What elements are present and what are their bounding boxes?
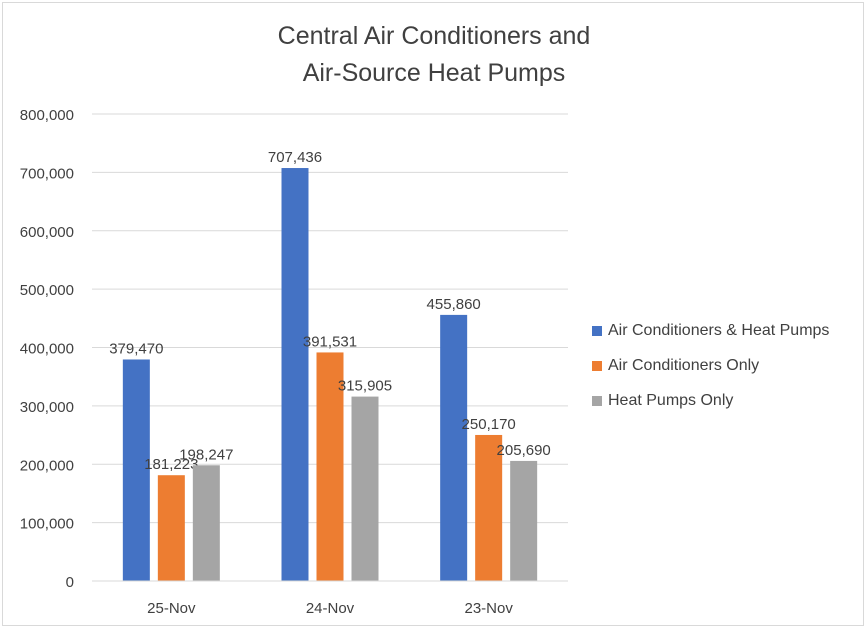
legend-swatch-ac-and-hp: [592, 325, 602, 336]
bar: [122, 359, 150, 581]
y-tick-label: 500,000: [20, 282, 74, 299]
legend-label-ac-only: Air Conditioners Only: [608, 356, 760, 374]
chart-title-line-1: Central Air Conditioners and: [277, 22, 591, 50]
chart-title: Central Air Conditioners and Air-Source …: [120, 18, 748, 92]
bar: [316, 352, 344, 581]
bar: [157, 475, 185, 581]
bar: [192, 465, 220, 581]
data-label: 707,436: [268, 149, 322, 166]
legend-label-hp-only: Heat Pumps Only: [608, 391, 734, 409]
y-tick-label: 100,000: [20, 516, 74, 533]
bar: [281, 168, 309, 581]
x-tick-label: 24-Nov: [306, 600, 355, 617]
legend-item-ac-and-hp: Air Conditioners & Heat Pumps: [592, 313, 829, 348]
y-tick-label: 800,000: [20, 107, 74, 124]
y-tick-label: 300,000: [20, 399, 74, 416]
data-label: 250,170: [462, 416, 516, 433]
x-tick-label: 25-Nov: [147, 600, 196, 617]
data-label: 205,690: [497, 442, 551, 459]
chart-title-line-2: Air-Source Heat Pumps: [302, 59, 566, 87]
x-tick-label: 23-Nov: [464, 600, 513, 617]
legend-swatch-hp-only: [592, 395, 602, 406]
legend-label-ac-and-hp: Air Conditioners & Heat Pumps: [608, 321, 830, 339]
legend-swatch-ac-only: [592, 360, 602, 371]
y-tick-label: 400,000: [20, 341, 74, 358]
data-label: 198,247: [179, 446, 233, 463]
bar: [351, 396, 379, 581]
data-label: 315,905: [338, 378, 392, 395]
bar: [510, 460, 538, 581]
y-tick-label: 700,000: [20, 165, 74, 182]
data-label: 391,531: [303, 333, 357, 350]
bar: [440, 314, 468, 581]
data-label: 181,223: [144, 456, 198, 473]
legend: Air Conditioners & Heat Pumps Air Condit…: [592, 313, 829, 418]
bar: [475, 434, 503, 581]
y-tick-label: 0: [66, 574, 74, 591]
legend-item-hp-only: Heat Pumps Only: [592, 383, 829, 418]
legend-item-ac-only: Air Conditioners Only: [592, 348, 829, 383]
data-label: 455,860: [427, 296, 481, 313]
data-label: 379,470: [109, 340, 163, 357]
y-tick-label: 600,000: [20, 224, 74, 241]
y-tick-label: 200,000: [20, 457, 74, 474]
